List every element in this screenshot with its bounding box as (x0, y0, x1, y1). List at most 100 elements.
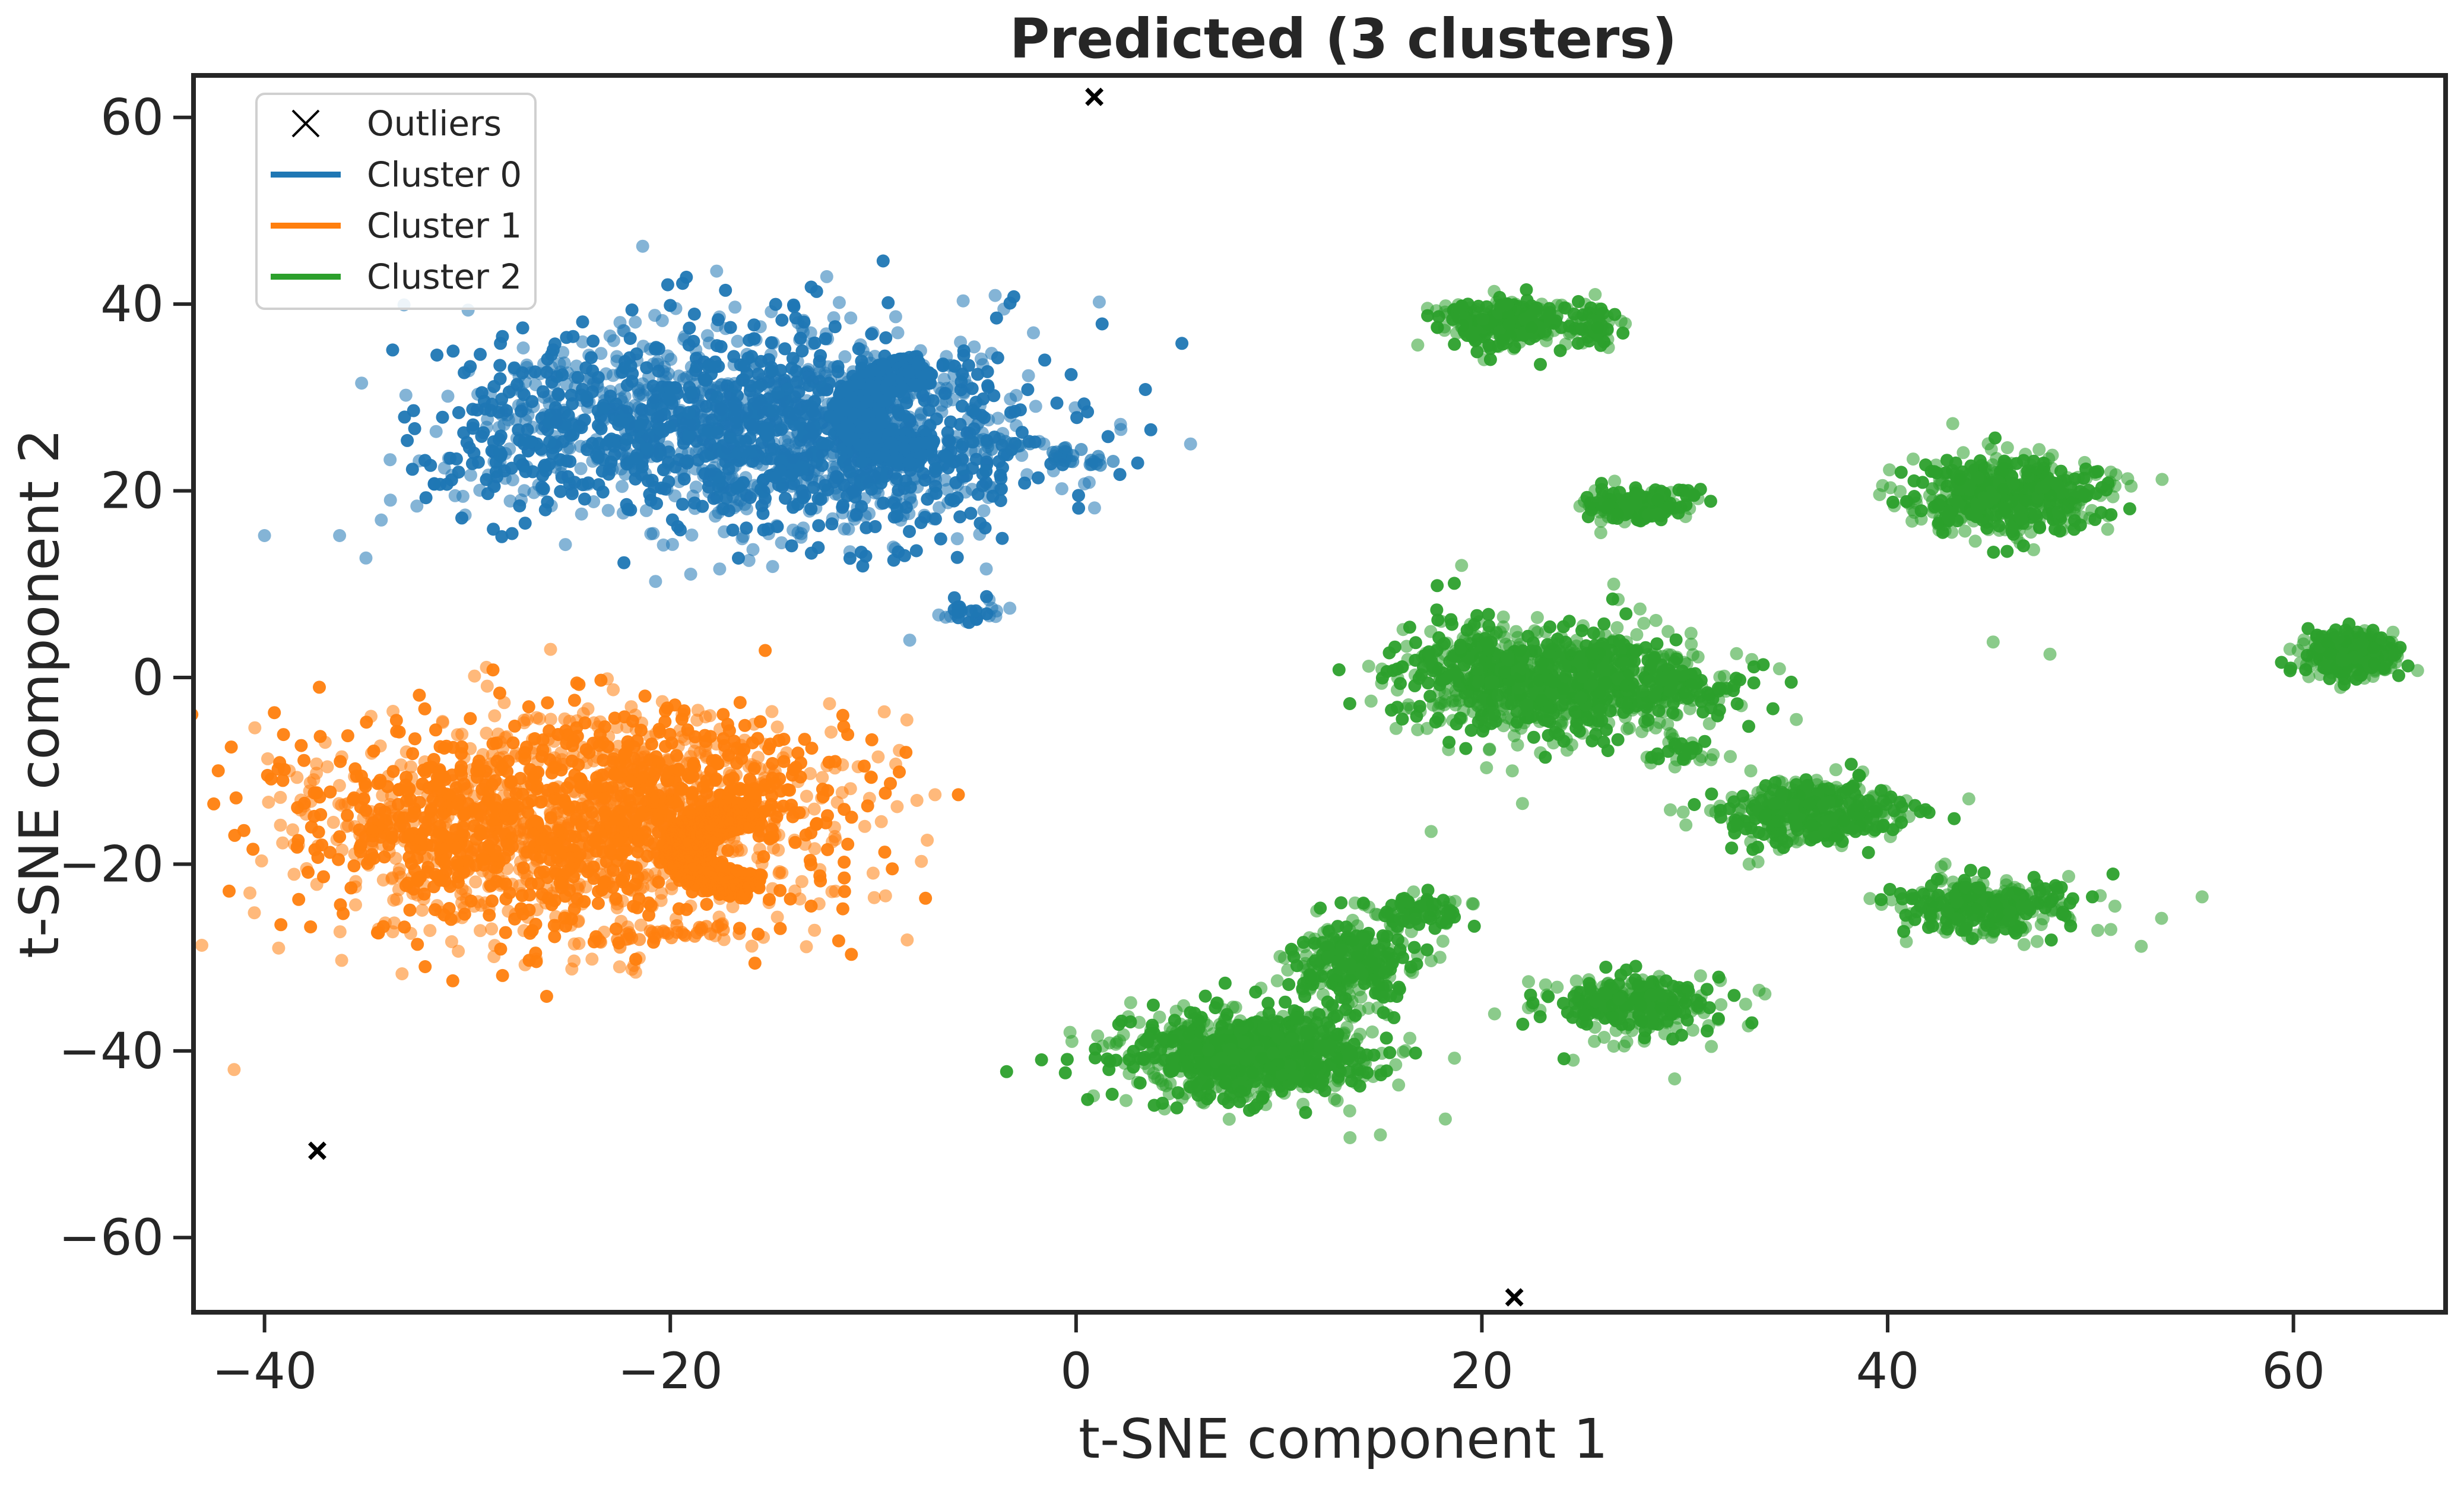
data-point (836, 902, 849, 916)
data-point (700, 898, 713, 911)
data-point (563, 455, 577, 468)
data-point (419, 491, 433, 505)
data-point (1184, 437, 1197, 451)
data-point (228, 828, 242, 842)
data-point (710, 264, 724, 278)
data-point (900, 713, 914, 727)
data-point (900, 933, 914, 946)
data-point (723, 431, 737, 444)
data-point (610, 854, 624, 868)
data-point (632, 388, 646, 402)
data-point (771, 386, 785, 400)
data-point (820, 270, 833, 283)
data-point (341, 809, 354, 822)
data-point (807, 802, 821, 816)
data-point (858, 819, 871, 833)
data-point (390, 724, 404, 738)
data-point (881, 296, 895, 309)
data-point (827, 311, 841, 325)
data-point (357, 853, 370, 866)
data-point (248, 721, 262, 734)
data-point (317, 870, 330, 884)
data-point (791, 775, 805, 789)
data-point (862, 792, 876, 805)
data-point (738, 718, 751, 732)
data-point (743, 334, 756, 347)
data-point (575, 388, 588, 402)
data-point (865, 379, 879, 393)
data-point (767, 442, 781, 456)
data-point (195, 939, 208, 952)
data-point (648, 480, 661, 494)
data-point (304, 920, 318, 933)
data-point (243, 886, 256, 900)
data-point (490, 736, 503, 750)
data-point (832, 296, 846, 309)
data-point (950, 550, 964, 564)
data-point (729, 380, 743, 394)
data-point (935, 386, 949, 400)
data-point (467, 447, 481, 460)
data-point (927, 434, 940, 448)
data-point (789, 408, 803, 422)
data-point (348, 770, 361, 783)
data-point (978, 411, 991, 425)
data-point (400, 794, 414, 808)
data-point (838, 350, 852, 363)
data-point (709, 772, 722, 786)
data-point (323, 846, 337, 859)
data-point (449, 452, 463, 466)
data-point (632, 951, 646, 965)
data-point (910, 794, 924, 807)
data-point (657, 538, 670, 552)
data-point (860, 521, 873, 534)
data-point (326, 815, 340, 829)
data-point (662, 455, 676, 469)
data-point (398, 410, 411, 424)
data-point (956, 368, 969, 381)
data-point (552, 728, 566, 742)
data-point (555, 787, 568, 800)
data-point (517, 388, 531, 401)
data-point (985, 601, 998, 615)
data-point (871, 750, 885, 764)
data-point (813, 869, 827, 883)
data-point (518, 958, 532, 971)
data-point (499, 892, 513, 906)
data-point (957, 387, 971, 400)
data-point (401, 781, 414, 795)
data-point (856, 559, 870, 573)
data-point (223, 884, 236, 898)
data-point (294, 739, 308, 752)
data-point (594, 935, 607, 949)
data-point (689, 480, 703, 494)
data-point (877, 705, 891, 718)
data-point (682, 429, 696, 442)
data-point (472, 754, 486, 768)
data-point (676, 498, 689, 511)
data-point (650, 497, 663, 510)
data-point (737, 476, 750, 489)
data-point (371, 777, 385, 790)
data-point (634, 418, 648, 432)
data-point (808, 430, 822, 444)
data-point (722, 462, 735, 476)
data-point (757, 405, 770, 419)
data-point (757, 850, 770, 863)
data-point (832, 934, 845, 948)
data-point (633, 933, 646, 946)
data-point (617, 556, 631, 569)
data-point (921, 834, 934, 847)
data-point (389, 851, 402, 865)
data-point (482, 880, 496, 893)
data-point (576, 335, 589, 349)
data-point (297, 754, 311, 767)
data-point (864, 771, 878, 784)
data-point (483, 908, 496, 922)
data-point (581, 849, 594, 863)
data-point (788, 418, 801, 432)
data-point (493, 433, 506, 447)
data-point (418, 960, 432, 973)
data-point (471, 895, 485, 908)
data-point (378, 805, 392, 819)
